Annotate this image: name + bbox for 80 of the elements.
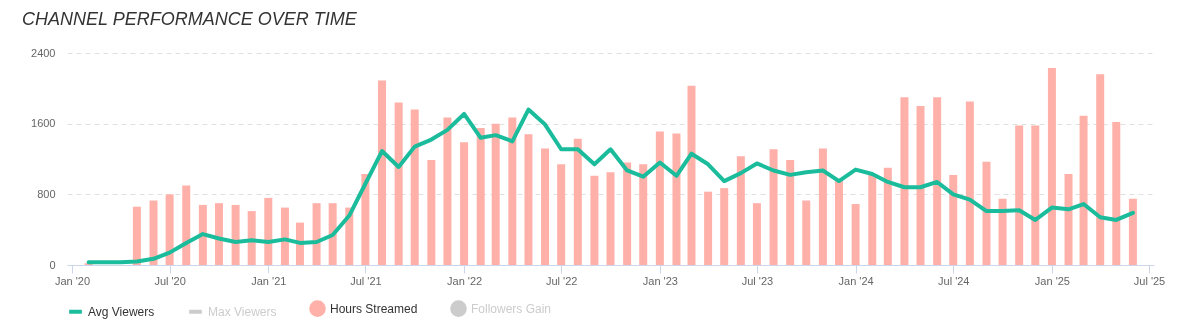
line-series (86, 107, 1135, 265)
bar (328, 203, 337, 265)
bar (623, 162, 632, 265)
bar (214, 203, 223, 265)
bar (704, 191, 713, 265)
bar (312, 203, 321, 265)
x-tick-label: Jan '22 (447, 274, 483, 287)
x-tick-label: Jan '24 (838, 274, 874, 287)
x-tick-label: Jan '20 (54, 274, 91, 287)
bar (998, 198, 1007, 265)
bar (900, 97, 909, 265)
x-tick-label: Jul '25 (1133, 274, 1166, 287)
x-tick-label: Jan '23 (642, 274, 678, 287)
bar (868, 174, 877, 265)
bar (1031, 125, 1040, 265)
y-tick-label: 800 (37, 187, 56, 200)
bar (883, 167, 892, 265)
bar (1128, 198, 1137, 265)
x-tick-label: Jan '25 (1034, 274, 1070, 287)
bar (639, 164, 648, 265)
y-tick-label: 0 (49, 258, 56, 271)
bar (769, 149, 778, 265)
bar (460, 142, 469, 265)
bar (165, 194, 174, 265)
bar (672, 133, 681, 265)
bar (247, 211, 256, 265)
bar (818, 148, 827, 265)
bar (198, 204, 207, 265)
y-tick-label: 2400 (31, 46, 56, 59)
bar (590, 175, 599, 265)
bar (427, 159, 436, 265)
bar (1015, 125, 1024, 265)
bar (982, 161, 991, 265)
chart-title: CHANNEL PERFORMANCE OVER TIME (22, 9, 358, 29)
bar (720, 188, 729, 265)
bar (834, 181, 843, 265)
bar (149, 200, 158, 265)
bar (476, 128, 485, 265)
x-tick-label: Jul '24 (938, 274, 970, 287)
bar (687, 85, 696, 265)
y-tick-label: 1600 (31, 117, 56, 130)
bar (280, 207, 289, 265)
x-tick-label: Jul '22 (545, 274, 578, 287)
bar (264, 197, 273, 265)
x-tick-label: Jan '21 (251, 274, 287, 287)
bar (1047, 68, 1056, 265)
bar (916, 106, 925, 265)
x-tick-label: Jul '20 (154, 274, 186, 287)
x-tick-label: Jul '21 (350, 274, 382, 287)
bar (802, 200, 811, 265)
legend-label: Avg Viewers (88, 304, 155, 319)
bar (786, 159, 795, 265)
bar (231, 204, 240, 265)
bar (524, 134, 533, 265)
bar (1112, 121, 1121, 265)
bar (508, 117, 517, 265)
bar (410, 109, 419, 265)
bar (736, 156, 745, 265)
bar (1096, 74, 1105, 265)
bar (573, 138, 582, 265)
bar (491, 123, 500, 265)
bar (541, 148, 550, 265)
bar (182, 185, 191, 265)
bar (933, 97, 942, 265)
bar (394, 102, 403, 265)
bar (655, 131, 664, 265)
bar (606, 172, 615, 265)
bar (965, 101, 974, 265)
bar (361, 174, 370, 265)
bar (378, 80, 387, 265)
x-tick-label: Jul '23 (741, 274, 774, 287)
bar (851, 204, 860, 265)
legend-label: Hours Streamed (330, 301, 418, 316)
bar (132, 206, 141, 265)
bar (1079, 115, 1088, 265)
bar (1064, 174, 1073, 265)
bar (557, 164, 566, 265)
bar (949, 174, 958, 265)
bar (752, 203, 761, 265)
bar (443, 117, 452, 265)
